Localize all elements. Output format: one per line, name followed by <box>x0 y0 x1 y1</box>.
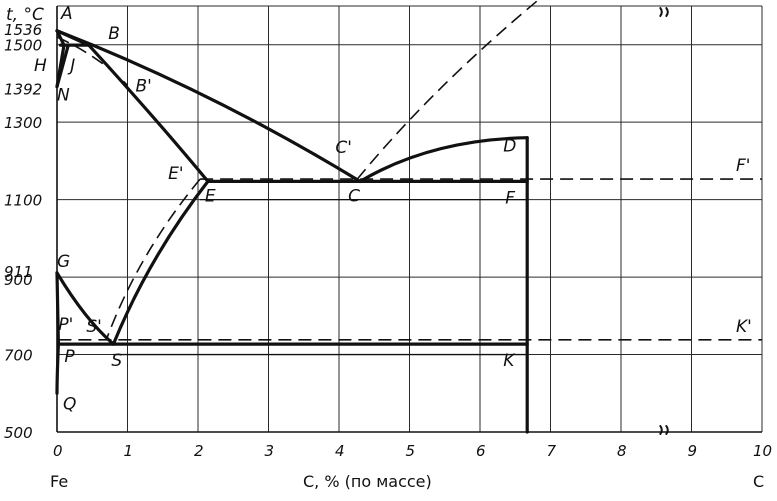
y-tick-label-1500: 1500 <box>4 37 42 55</box>
grid <box>56 5 763 435</box>
point-label-Q: Q <box>63 394 76 414</box>
x-tick-label-0: 0 <box>53 442 63 460</box>
x-tick-label-1: 1 <box>124 442 134 460</box>
point-label-F: F <box>505 188 515 208</box>
point-label-G: G <box>57 252 70 272</box>
y-axis-label: t, °C <box>6 5 44 25</box>
point-labels: A B H JN B' E' E C' C D F F' G P' P S' S K K' Q <box>34 4 752 414</box>
point-label-B: B <box>108 24 120 44</box>
point-label-C-prime: C' <box>335 138 352 158</box>
delta-JN <box>55 43 70 89</box>
point-label-S: S <box>111 351 122 371</box>
point-label-S-prime: S' <box>86 317 101 337</box>
point-label-D: D <box>503 137 516 157</box>
point-label-K: K <box>503 351 516 371</box>
point-label-P: P <box>64 347 75 367</box>
y-tick-label-1300: 1300 <box>4 114 42 132</box>
x-tick-label-9: 9 <box>688 442 698 460</box>
point-label-B-prime: B' <box>136 76 152 96</box>
point-label-E: E <box>205 186 216 206</box>
x-tick-label-8: 8 <box>617 442 627 460</box>
gp-line <box>55 271 60 346</box>
x-tick-label-3: 3 <box>265 442 275 460</box>
y-tick-label-911: 911 <box>4 263 33 281</box>
liquidus-CD <box>358 136 529 183</box>
dashed-ab-prime <box>56 36 129 86</box>
y-tick-label-700: 700 <box>4 347 33 365</box>
point-label-E-prime: E' <box>168 164 183 184</box>
liquidus-AC <box>55 29 362 183</box>
x-axis-left-label: Fe <box>50 472 68 491</box>
x-tick-label-2: 2 <box>194 442 204 460</box>
x-tick-label-10: 10 <box>753 442 772 460</box>
x-tick-label-7: 7 <box>547 442 557 460</box>
a3-GS <box>55 271 115 346</box>
point-label-P-prime: P' <box>58 315 73 335</box>
point-label-J: J <box>67 56 75 76</box>
y-tick-label-1392: 1392 <box>4 81 42 99</box>
y-tick-label-1536: 1536 <box>4 21 42 39</box>
point-label-C: C <box>348 186 360 206</box>
point-label-H: H <box>34 56 47 76</box>
x-tick-label-5: 5 <box>406 442 416 460</box>
y-tick-label-500: 500 <box>4 424 33 442</box>
axis-break-top <box>659 7 669 17</box>
acm-ES <box>111 179 210 346</box>
solidus-AE <box>55 29 210 183</box>
x-axis-label: C, % (по массе) <box>303 472 432 491</box>
x-axis-right-label: C <box>753 472 764 491</box>
point-label-A: A <box>60 4 73 24</box>
phase-lines <box>55 0 762 434</box>
point-label-K-prime: K' <box>736 317 752 337</box>
y-tick-label-900: 900 <box>4 271 33 289</box>
dashed-acm-ES <box>105 178 201 341</box>
x-tick-label-4: 4 <box>335 442 345 460</box>
x-tick-label-6: 6 <box>476 442 486 460</box>
y-tick-label-1100: 1100 <box>4 192 42 210</box>
point-label-N: N <box>57 86 70 106</box>
axis-break-bottom <box>659 425 669 435</box>
solvus-PQ <box>55 342 60 395</box>
point-label-F-prime: F' <box>736 156 750 176</box>
